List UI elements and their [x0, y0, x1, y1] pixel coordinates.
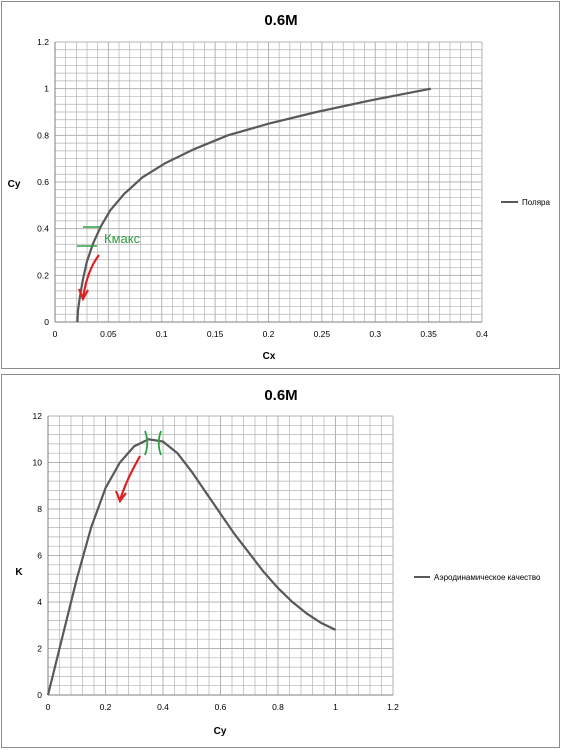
chart-title: 0.6M	[264, 387, 297, 404]
red-arrow-shaft	[118, 455, 141, 501]
x-tick-label: 1	[333, 702, 338, 712]
x-tick-label: 0	[53, 329, 58, 339]
x-tick-label: 0	[46, 702, 51, 712]
quality-chart: 0.6M 0 0.2 0.4 0.6 0.8 1 1.2 0 2 4 6 8 10 12 Cy K Аэ…	[15, 387, 541, 737]
x-tick-label: 0.4	[476, 329, 488, 339]
y-axis-label: Cy	[8, 179, 21, 190]
x-tick-label: 0.3	[369, 329, 381, 339]
legend: Поляра	[501, 198, 550, 207]
chart-title: 0.6M	[264, 12, 297, 29]
polar-chart: 0.6M 0 0.05 0.1 0.15 0.2 0.25 0.3 0.35 0.4 0 0.2 0…	[8, 12, 551, 362]
x-tick-label: 0.6	[215, 702, 227, 712]
legend-label: Поляра	[522, 198, 550, 207]
x-tick-label: 0.05	[100, 329, 117, 339]
x-tick-label: 0.2	[100, 702, 112, 712]
red-arrow-head	[114, 490, 127, 504]
y-tick-label: 0.6	[37, 177, 49, 187]
x-tick-label: 0.4	[157, 702, 169, 712]
y-tick-label: 0	[37, 690, 42, 700]
x-tick-label: 0.25	[314, 329, 331, 339]
y-tick-label: 8	[37, 504, 42, 514]
y-tick-label: 4	[37, 597, 42, 607]
x-tick-label: 0.15	[207, 329, 224, 339]
legend: Аэродинамическое качество	[414, 573, 541, 582]
x-tick-label: 0.35	[420, 329, 437, 339]
kmax-bracket-right	[157, 430, 162, 456]
annotation-red-arrow	[114, 455, 141, 504]
y-tick-label: 2	[37, 644, 42, 654]
y-axis-label: K	[15, 567, 23, 578]
kmax-bracket-left	[144, 430, 149, 456]
annotation-red-arrow	[77, 254, 100, 302]
y-tick-label: 12	[33, 411, 43, 421]
x-axis-label: Cx	[263, 351, 276, 362]
annotation-kmax-markers	[77, 226, 100, 247]
polar-chart-panel: 0.6M 0 0.05 0.1 0.15 0.2 0.25 0.3 0.35 0.4 0 0.2 0…	[1, 1, 560, 369]
annotation-kmax-brackets	[144, 430, 162, 456]
annotation-kmax-label: Кмакс	[104, 231, 141, 246]
x-tick-label: 1.2	[387, 702, 399, 712]
x-tick-label: 0.2	[263, 329, 275, 339]
red-arrow-shaft	[81, 254, 100, 299]
quality-chart-panel: 0.6M 0 0.2 0.4 0.6 0.8 1 1.2 0 2 4 6 8 10 12 Cy K Аэ…	[1, 374, 560, 748]
y-tick-label: 1.2	[37, 37, 49, 47]
y-tick-label: 1	[44, 84, 49, 94]
y-tick-label: 0	[44, 317, 49, 327]
series-line-polar	[76, 87, 432, 323]
x-tick-label: 0.8	[272, 702, 284, 712]
y-tick-label: 6	[37, 551, 42, 561]
red-arrow-head	[77, 288, 89, 302]
y-tick-label: 0.4	[37, 224, 49, 234]
y-tick-label: 0.8	[37, 130, 49, 140]
series-line-quality	[46, 438, 336, 696]
y-tick-label: 0.2	[37, 270, 49, 280]
legend-label: Аэродинамическое качество	[434, 573, 541, 582]
x-tick-label: 0.1	[156, 329, 168, 339]
y-tick-label: 10	[33, 458, 43, 468]
x-axis-label: Cy	[214, 726, 227, 737]
